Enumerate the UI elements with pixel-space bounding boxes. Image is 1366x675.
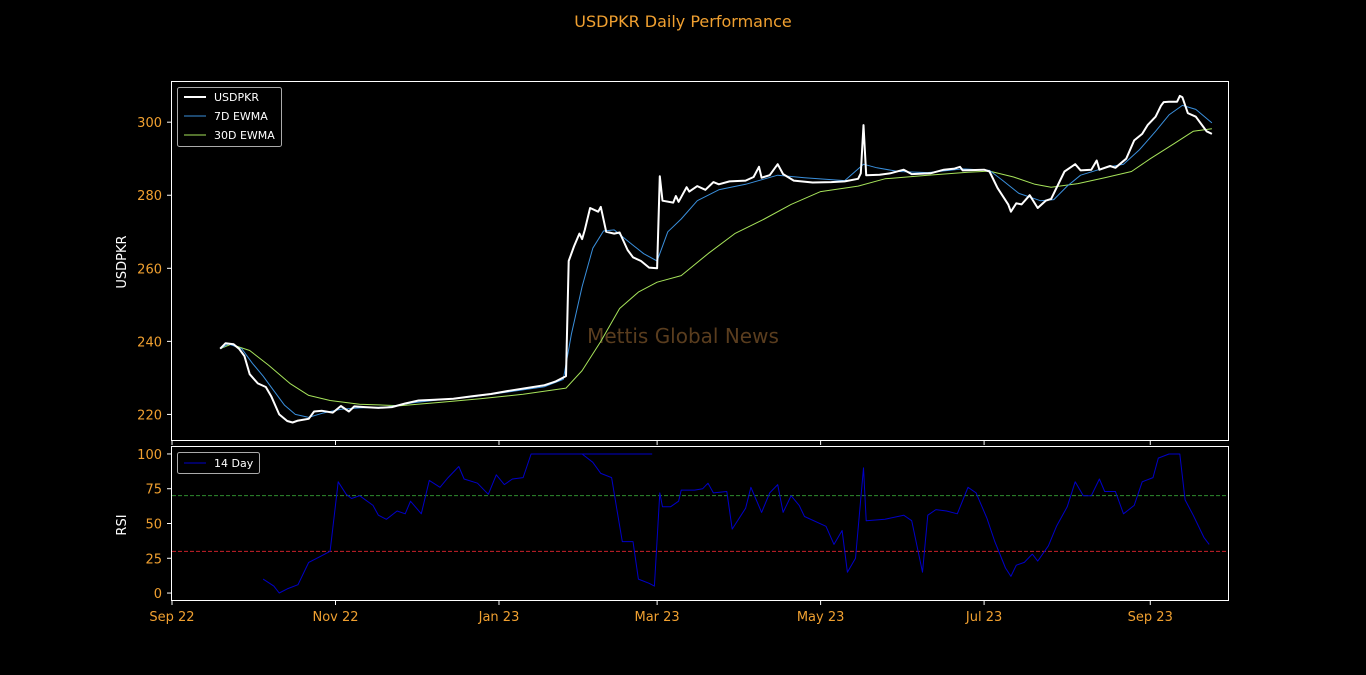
x-tick-label: Nov 22 bbox=[312, 610, 358, 625]
x-tick-label: Jan 23 bbox=[478, 610, 520, 625]
chart-title: USDPKR Daily Performance bbox=[574, 12, 792, 31]
rsi-y-tick-label: 50 bbox=[145, 518, 162, 533]
watermark-text: Mettis Global News bbox=[587, 324, 779, 348]
price-y-tick-label: 240 bbox=[137, 335, 162, 350]
price-panel: 220 240 260 280 300 USDPKR USDPKR 7D EWMA 30… bbox=[115, 81, 1229, 445]
legend-label-ewma7: 7D EWMA bbox=[214, 110, 268, 123]
price-legend-box bbox=[177, 87, 282, 147]
x-tick-label: Sep 23 bbox=[1128, 610, 1173, 625]
price-x-axis-ticks bbox=[171, 440, 1151, 445]
x-tick-label: Mar 23 bbox=[635, 610, 680, 625]
price-y-tick-label: 280 bbox=[137, 189, 162, 204]
rsi-y-axis-label: RSI bbox=[115, 514, 130, 535]
x-tick-label: Sep 22 bbox=[149, 610, 194, 625]
legend-label-ewma30: 30D EWMA bbox=[214, 129, 275, 142]
price-series-group bbox=[219, 94, 1213, 424]
price-y-tick-label: 220 bbox=[137, 408, 162, 423]
rsi-y-tick-label: 100 bbox=[137, 448, 162, 463]
x-tick-label: Jul 23 bbox=[965, 610, 1002, 625]
rsi-y-axis: 0 25 50 75 100 bbox=[137, 448, 172, 602]
x-tick-label: May 23 bbox=[797, 610, 845, 625]
rsi-x-axis: Sep 22 Nov 22 Jan 23 Mar 23 May 23 Jul 23 Sep … bbox=[149, 600, 1173, 625]
price-y-axis: 220 240 260 280 300 bbox=[137, 116, 172, 423]
price-plot-frame bbox=[171, 81, 1229, 441]
price-legend: USDPKR 7D EWMA 30D EWMA bbox=[177, 87, 282, 147]
legend-label-usdpkr: USDPKR bbox=[214, 91, 259, 104]
rsi-y-tick-label: 25 bbox=[145, 552, 162, 567]
rsi-panel: 0 25 50 75 100 Sep 22 Nov 22 Jan 23 Mar 23 May 2… bbox=[115, 446, 1229, 625]
legend-label-rsi: 14 Day bbox=[214, 457, 254, 470]
price-y-tick-label: 300 bbox=[137, 116, 162, 131]
rsi-legend: 14 Day bbox=[177, 452, 260, 474]
rsi-series-group bbox=[262, 453, 1210, 594]
rsi-line bbox=[262, 453, 1210, 594]
rsi-legend-box bbox=[177, 452, 260, 474]
ewma7-line bbox=[219, 104, 1213, 418]
rsi-y-tick-label: 0 bbox=[154, 587, 162, 602]
usdpkr-line bbox=[219, 94, 1213, 424]
rsi-y-tick-label: 75 bbox=[145, 483, 162, 498]
price-y-tick-label: 260 bbox=[137, 262, 162, 277]
price-y-axis-label: USDPKR bbox=[115, 235, 130, 288]
